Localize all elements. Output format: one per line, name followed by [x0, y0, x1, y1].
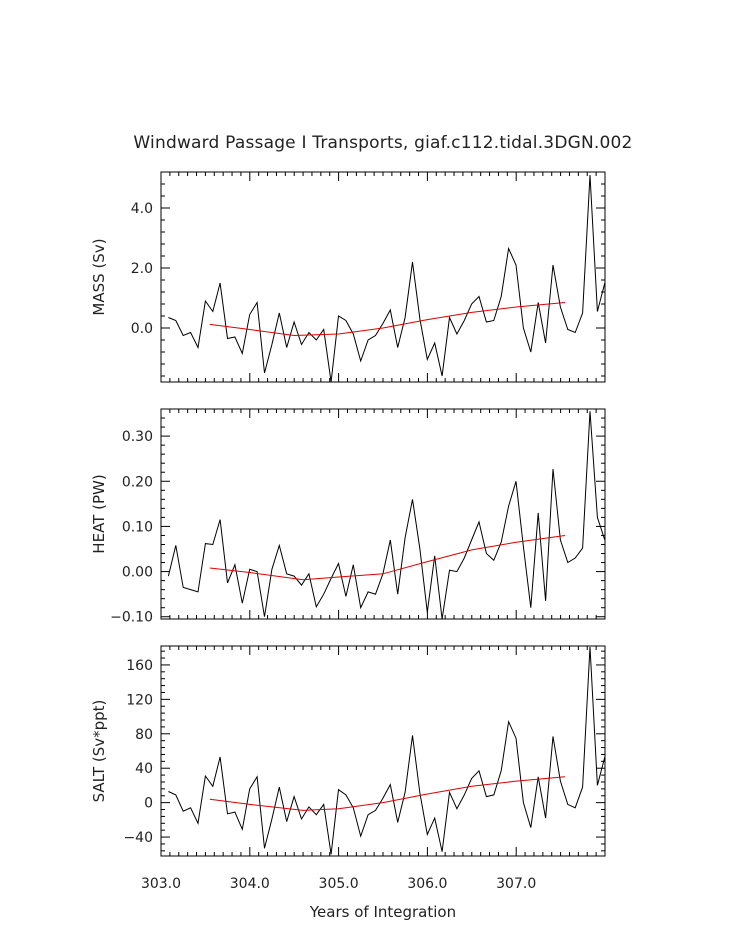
heat-y-tick-label: −0.10 — [110, 610, 153, 626]
y-axis-label-mass: MASS (Sv) — [90, 238, 108, 315]
salt-smoothed-series-line — [209, 776, 566, 811]
mass-smoothed-series-line — [209, 302, 566, 337]
salt-plot-frame — [160, 645, 606, 857]
salt-y-tick-label: 120 — [126, 692, 153, 708]
x-tick-label: 307.0 — [496, 876, 536, 892]
mass-y-tick-label: 2.0 — [131, 261, 153, 277]
x-tick-label: 305.0 — [319, 876, 359, 892]
mass-y-tick-label: 0.0 — [131, 321, 153, 337]
mass-plot-frame — [160, 171, 606, 383]
heat-y-tick-label: 0.10 — [122, 519, 153, 535]
x-tick-label: 304.0 — [230, 876, 270, 892]
x-tick-label: 303.0 — [141, 876, 181, 892]
y-axis-label-heat: HEAT (PW) — [90, 474, 108, 553]
salt-y-tick-label: 0 — [144, 796, 153, 812]
salt-panel: −40 0 40 80 120 160 303.0 304.0 305.0 306.0 307.0 S… — [90, 645, 606, 892]
heat-smoothed-series-line — [209, 535, 566, 581]
salt-raw-series-line — [168, 646, 605, 855]
chart-title: Windward Passage I Transports, giaf.c112… — [133, 133, 632, 153]
mass-panel: 0.0 2.0 4.0 MASS (Sv) — [90, 171, 606, 383]
heat-y-tick-label: 0.30 — [122, 429, 153, 445]
heat-y-tick-label: 0.20 — [122, 474, 153, 490]
mass-raw-series-line — [168, 174, 605, 382]
salt-y-tick-label: 40 — [135, 761, 153, 777]
heat-panel: −0.10 0.00 0.10 0.20 0.30 HEAT (PW) — [90, 408, 606, 626]
x-tick-label: 306.0 — [407, 876, 447, 892]
salt-y-tick-label: −40 — [123, 830, 153, 846]
y-axis-label-salt: SALT (Sv*ppt) — [90, 700, 108, 803]
mass-y-tick-label: 4.0 — [131, 201, 153, 217]
heat-y-tick-label: 0.00 — [122, 565, 153, 581]
heat-raw-series-line — [167, 411, 605, 619]
salt-y-tick-label: 80 — [135, 727, 153, 743]
x-axis-label: Years of Integration — [309, 903, 456, 921]
salt-y-tick-label: 160 — [126, 658, 153, 674]
